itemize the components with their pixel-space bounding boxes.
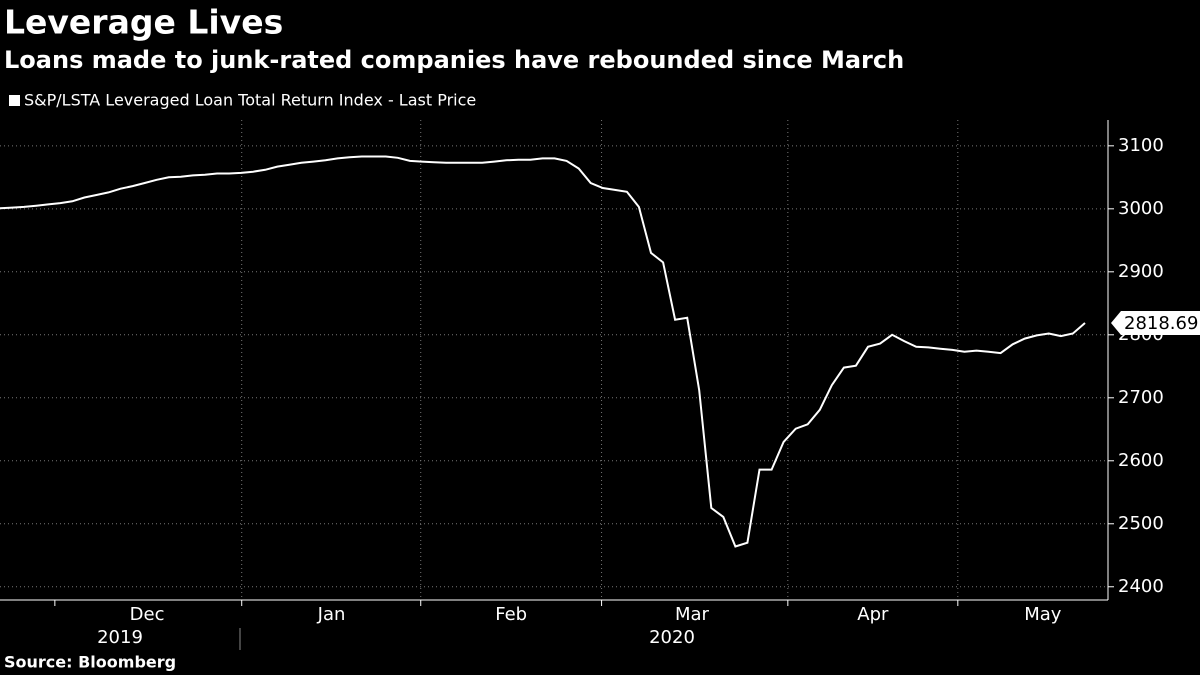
x-tick-label: Dec [130,604,165,625]
last-value-tag [1111,311,1200,336]
y-tick-label: 2600 [1118,450,1164,471]
line [0,155,1086,548]
x-tick-label: Jan [317,604,346,625]
x-tick-label: Apr [857,604,889,625]
y-tick-label: 2700 [1118,387,1164,408]
y-tick-label: 3000 [1118,198,1164,219]
legend-swatch [9,95,20,106]
y-tick-label: 2400 [1118,576,1164,597]
source: Source: Bloomberg [4,653,176,672]
year-label: 2019 [97,627,143,648]
last-value-label: 2818.69 [1124,313,1198,334]
y-tick-label: 3100 [1118,135,1164,156]
x-tick-label: Feb [495,604,527,625]
x-tick-label: Mar [675,604,710,625]
chart-subtitle: Loans made to junk-rated companies have … [4,46,904,74]
y-tick-label: 2500 [1118,513,1164,534]
chart-title: Leverage Lives [4,3,283,42]
y-tick-label: 2900 [1118,261,1164,282]
year-label: 2020 [649,627,695,648]
x-tick-label: May [1024,604,1062,625]
legend-label: S&P/LSTA Leveraged Loan Total Return Ind… [24,91,476,110]
